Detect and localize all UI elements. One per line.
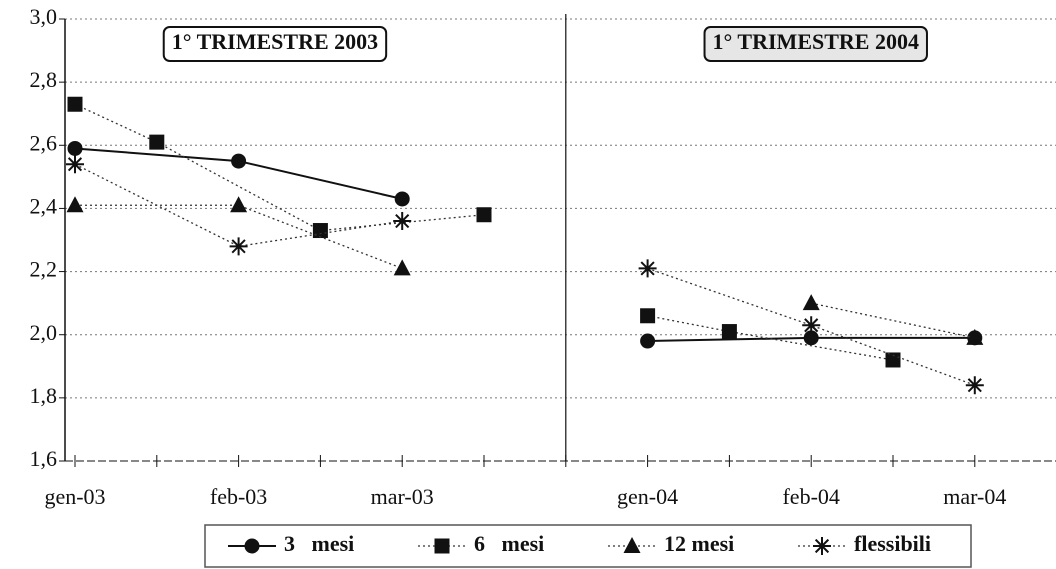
point [721,324,737,340]
panel-title-box [703,26,928,62]
panel-title: 1° TRIMESTRE 2003 [172,29,378,54]
x-tick-label: gen-03 [44,484,105,509]
point [640,333,656,349]
x-tick-label: feb-03 [210,484,267,509]
point [885,352,901,368]
point [66,155,84,174]
point [802,316,821,335]
point [802,294,820,311]
y-tick-label: 2,6 [30,130,58,155]
point [67,96,83,112]
point [623,537,641,553]
point [229,237,248,256]
y-tick-label: 2,4 [30,193,58,218]
point [230,196,248,213]
point [67,140,83,156]
x-tick-label: mar-03 [371,484,434,509]
series-line [74,103,485,232]
y-tick-label: 1,6 [30,446,58,471]
point [393,259,411,276]
legend-label: 6 mesi [474,531,544,556]
point [394,191,410,207]
series-line [75,204,403,270]
point [393,212,412,231]
point [149,134,165,150]
point [803,330,819,346]
point [434,538,450,554]
series-line [811,302,975,339]
point [966,328,984,345]
point [476,207,492,223]
point [638,259,657,278]
point [244,538,260,554]
point [813,537,831,555]
y-tick-label: 2,0 [30,320,58,345]
y-tick-label: 2,8 [30,67,58,92]
point [312,223,328,239]
point [965,376,984,395]
point [231,153,247,169]
y-tick-label: 1,8 [30,383,58,408]
panel-title: 1° TRIMESTRE 2004 [713,29,919,54]
point [640,308,656,324]
legend-label: 12 mesi [664,531,734,556]
x-tick-label: feb-04 [782,484,839,509]
panel-title-box [162,26,388,62]
legend-label: 3 mesi [284,531,354,556]
x-tick-label: gen-04 [617,484,678,509]
x-tick-label: mar-04 [943,484,1006,509]
point [66,196,84,213]
series-line [74,163,403,247]
y-tick-label: 3,0 [30,4,58,29]
legend-label: flessibili [854,531,931,556]
y-tick-label: 2,2 [30,257,58,282]
